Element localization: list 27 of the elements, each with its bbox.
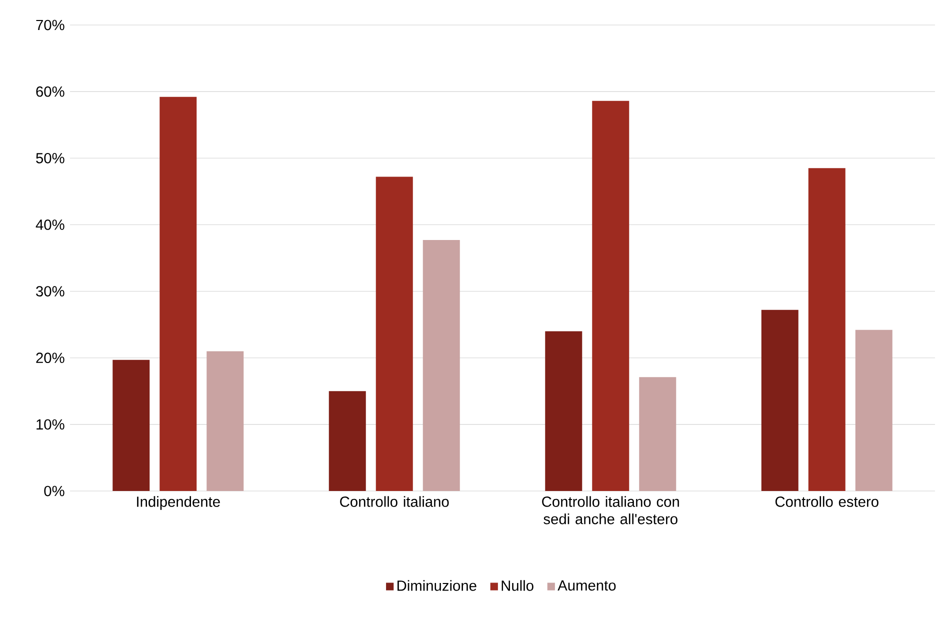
x-tick-label: Controllo italiano con sedi anche all'estero: [542, 496, 679, 524]
y-tick-label: 20%: [36, 352, 64, 364]
y-tick-label: 60%: [36, 86, 64, 97]
bar: [376, 176, 413, 491]
bar: [160, 96, 197, 491]
bar: [206, 351, 244, 491]
bar: [422, 240, 460, 491]
x-tick-label: Controllo estero: [775, 496, 878, 507]
bar: [545, 331, 582, 491]
bar: [761, 310, 798, 491]
bar: [855, 330, 892, 491]
legend-label: Aumento: [558, 580, 616, 591]
legend-label: Nullo: [502, 580, 534, 591]
y-tick-label: 0%: [44, 486, 64, 496]
y-tick-label: 70%: [36, 20, 64, 30]
bar: [328, 391, 366, 491]
bar: [112, 360, 150, 491]
y-tick-label: 10%: [36, 419, 64, 430]
y-tick-label: 40%: [36, 220, 64, 230]
y-tick-label: 30%: [36, 286, 64, 296]
x-tick-label: Controllo italiano: [340, 496, 449, 507]
x-tick-label: Indipendente: [137, 496, 220, 510]
y-tick-label: 50%: [36, 152, 64, 164]
legend-label: Diminuzione: [398, 580, 476, 591]
bar: [639, 377, 676, 491]
bar: [592, 100, 630, 491]
bar: [808, 168, 846, 491]
